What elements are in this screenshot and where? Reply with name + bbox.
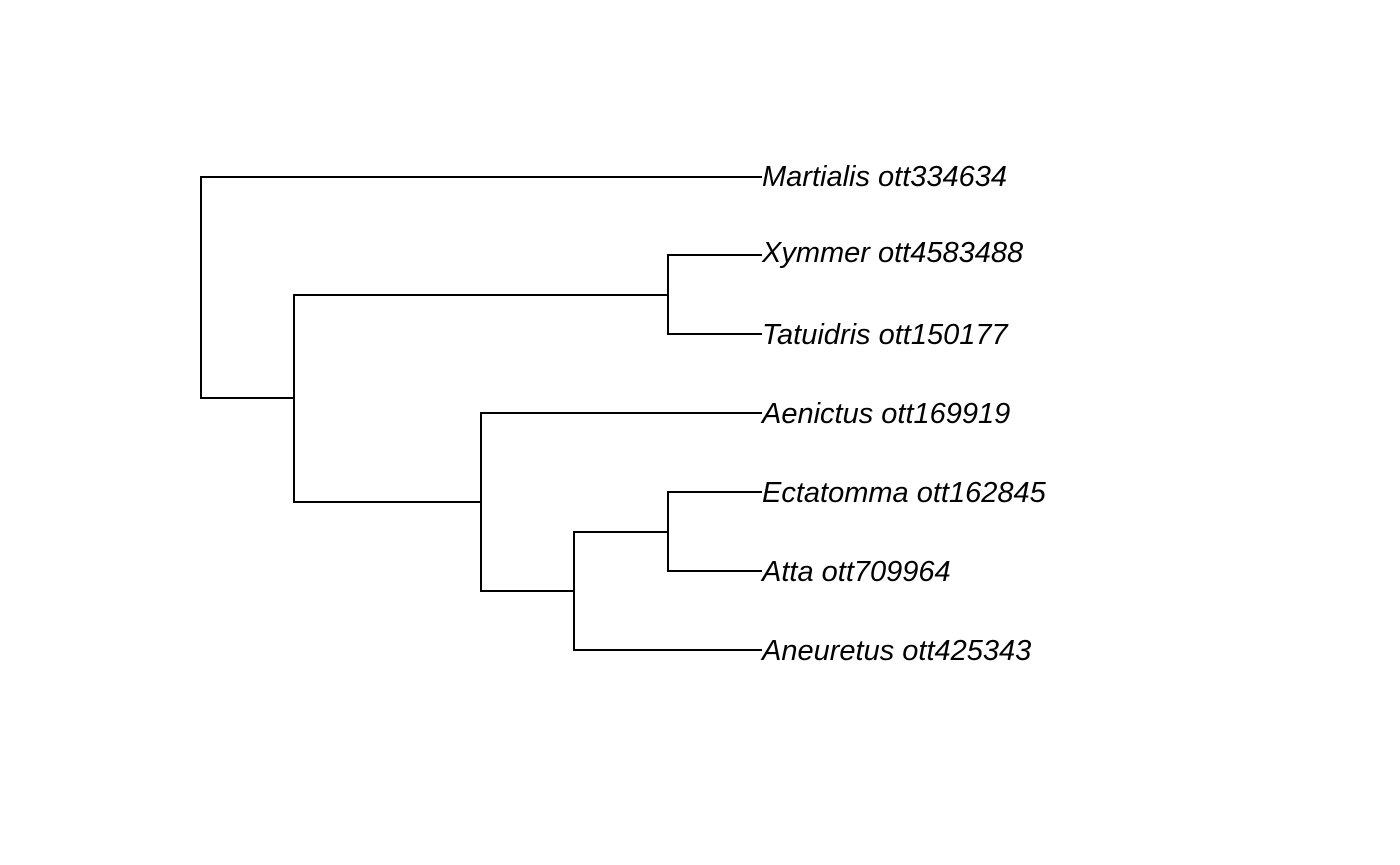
tip-labels: Martialis ott334634 Xymmer ott4583488 Ta… — [760, 161, 1047, 667]
tree-branches — [200, 176, 762, 651]
tip-label-aneuretus: Aneuretus ott425343 — [760, 635, 1031, 667]
tip-label-ectatomma: Ectatomma ott162845 — [762, 477, 1047, 509]
tip-label-tatuidris: Tatuidris ott150177 — [762, 319, 1009, 351]
tip-label-martialis: Martialis ott334634 — [762, 161, 1007, 193]
tip-label-atta: Atta ott709964 — [760, 556, 951, 588]
tip-label-aenictus: Aenictus ott169919 — [760, 398, 1010, 430]
tip-label-xymmer: Xymmer ott4583488 — [761, 237, 1023, 269]
